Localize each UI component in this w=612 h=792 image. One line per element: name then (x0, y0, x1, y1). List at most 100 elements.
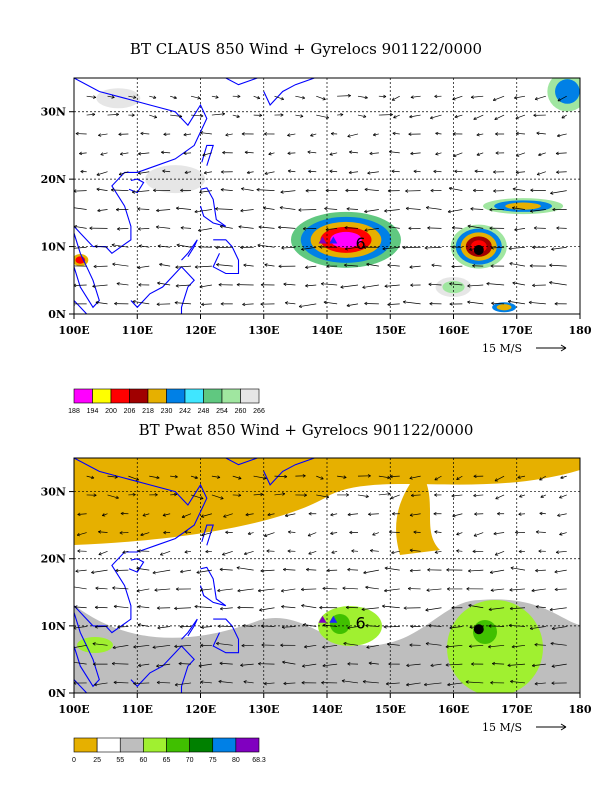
wind-arrow (117, 228, 129, 230)
wind-arrow (138, 663, 150, 667)
wind-arrowhead (554, 302, 558, 306)
wind-arrowhead (157, 244, 161, 248)
x-tick-label: 180 (569, 324, 592, 337)
wind-arrowhead (258, 662, 262, 666)
wind-arrowhead (369, 548, 374, 553)
wind-arrowhead (326, 568, 330, 573)
wind-arrowhead (243, 680, 247, 684)
wind-arrowhead (241, 643, 245, 648)
wind-arrowhead (434, 550, 438, 554)
wind-arrowhead (131, 113, 135, 117)
wind-arrowhead (112, 586, 116, 590)
wind-arrow (337, 95, 351, 97)
wind-arrowhead (90, 475, 95, 480)
wind-arrow (240, 663, 254, 666)
wind-arrow (162, 170, 171, 173)
wind-arrowhead (433, 512, 437, 516)
wind-arrow (211, 113, 225, 116)
wind-arrowhead (509, 606, 513, 611)
wind-arrowhead (447, 209, 451, 214)
wind-arrow (488, 607, 505, 610)
wind-arrowhead (347, 93, 351, 98)
wind-arrowhead (156, 664, 160, 668)
wind-arrowhead (488, 624, 492, 628)
wind-arrowhead (364, 301, 368, 306)
wind-arrow (285, 302, 296, 305)
wind-arrow (488, 644, 505, 648)
wind-arrowhead (454, 169, 458, 174)
wind-arrow (149, 114, 157, 118)
wind-arrowhead (200, 514, 205, 518)
wind-arrowhead (490, 681, 494, 685)
wind-arrowhead (219, 606, 224, 611)
wind-arrowhead (260, 569, 264, 573)
wind-arrow (137, 606, 150, 609)
wind-arrowhead (220, 496, 224, 500)
coastline (74, 299, 88, 314)
wind-arrow (302, 663, 317, 667)
wind-arrowhead (301, 95, 306, 100)
wind-arrow (98, 133, 108, 136)
wind-arrow (113, 605, 129, 609)
wind-arrowhead (372, 532, 376, 536)
wind-arrow (111, 244, 129, 248)
x-tick-label: 160E (438, 324, 469, 337)
wind-arrowhead (344, 247, 348, 251)
wind-arrowhead (80, 169, 84, 174)
wind-arrow (473, 494, 484, 497)
wind-arrow (508, 246, 526, 250)
wind-arrow (74, 626, 87, 629)
wind-arrow (435, 152, 442, 155)
wind-arrowhead (329, 152, 333, 156)
y-tick-label: 10N (41, 241, 66, 254)
wind-arrow (512, 207, 526, 210)
coastline (212, 618, 240, 654)
wind-arrowhead (136, 566, 140, 571)
wind-arrowhead (263, 681, 267, 686)
wind-arrow (295, 114, 304, 117)
wind-arrowhead (366, 262, 370, 267)
wind-arrow (493, 532, 505, 535)
wind-arrowhead (184, 530, 188, 534)
wind-arrow (430, 663, 442, 667)
wind-arrowhead (155, 225, 160, 229)
wind-arrow (557, 133, 567, 137)
wind-arrowhead (284, 513, 289, 518)
wind-arrowhead (111, 661, 115, 666)
wind-arrow (493, 95, 505, 101)
wind-arrowhead (508, 623, 512, 628)
wind-arrow (258, 226, 275, 229)
wind-arrowhead (174, 644, 178, 649)
wind-arrow (180, 227, 192, 229)
wind-arrowhead (120, 511, 124, 516)
wind-arrowhead (94, 244, 98, 249)
wind-arrow (138, 171, 150, 174)
wind-arrowhead (409, 476, 413, 480)
wind-arrowhead (405, 206, 409, 211)
wind-arrow (452, 95, 463, 100)
wind-arrow (307, 151, 317, 154)
wind-arrowhead (156, 302, 160, 306)
wind-scale-arrowhead (560, 344, 567, 352)
wind-arrowhead (530, 209, 534, 213)
wind-arrowhead (115, 495, 119, 500)
wind-arrow (279, 207, 296, 210)
wind-arrowhead (246, 170, 250, 175)
wind-arrow (491, 246, 505, 249)
wind-arrowhead (203, 171, 208, 175)
wind-arrowhead (176, 243, 180, 247)
wind-scale-arrowhead (560, 723, 567, 731)
wind-arrow (538, 152, 546, 156)
colorbar-swatch (147, 388, 167, 404)
wind-arrow (156, 209, 171, 211)
wind-arrowhead (218, 679, 222, 684)
wind-arrowhead (244, 150, 248, 155)
wind-arrowhead (179, 625, 183, 629)
wind-arrowhead (199, 284, 203, 289)
wind-arrow (94, 682, 108, 686)
wind-arrowhead (435, 152, 439, 156)
wind-arrowhead (200, 131, 204, 135)
wind-arrowhead (325, 188, 329, 193)
wind-arrowhead (184, 550, 188, 554)
wind-arrow (372, 532, 379, 536)
